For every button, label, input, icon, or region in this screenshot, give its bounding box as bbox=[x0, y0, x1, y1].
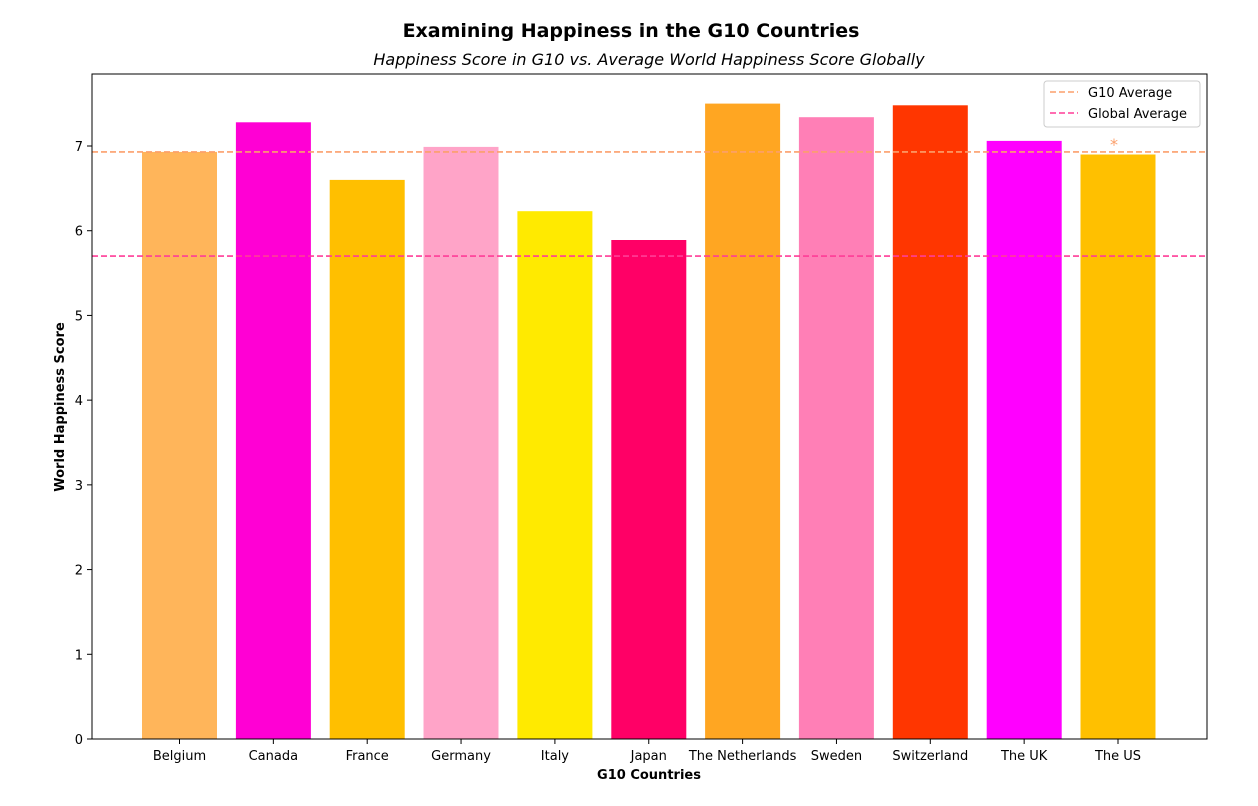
y-tick-label: 1 bbox=[75, 648, 83, 663]
bar-the-uk bbox=[986, 140, 1062, 739]
x-tick-label: Japan bbox=[630, 749, 667, 764]
y-tick-label: 3 bbox=[75, 479, 83, 494]
legend-box bbox=[1043, 80, 1201, 128]
bar-sweden bbox=[798, 117, 874, 739]
chart-subtitle: Happiness Score in G10 vs. Average World… bbox=[373, 50, 925, 69]
bar-belgium bbox=[142, 151, 217, 739]
chart-title: Examining Happiness in the G10 Countries bbox=[403, 20, 860, 42]
x-tick-label: The UK bbox=[1000, 749, 1048, 764]
x-axis: Belgium Canada France Germany Italy Japan The … bbox=[153, 739, 1141, 764]
x-tick-label: The US bbox=[1094, 749, 1141, 764]
bar-switzerland bbox=[892, 105, 968, 740]
y-axis-label: World Happiness Score bbox=[53, 322, 68, 492]
y-tick-label: 2 bbox=[75, 564, 83, 579]
bar-the-us bbox=[1080, 154, 1156, 739]
x-tick-label: The Netherlands bbox=[688, 749, 797, 764]
legend-label: Global Average bbox=[1088, 107, 1187, 122]
annotation-marker: * bbox=[1110, 135, 1118, 154]
x-tick-label: Italy bbox=[541, 749, 570, 764]
plot-frame bbox=[91, 73, 1208, 740]
x-axis-label: G10 Countries bbox=[597, 768, 701, 783]
y-tick-label: 0 bbox=[75, 733, 83, 748]
x-tick-label: Canada bbox=[249, 749, 298, 764]
x-tick-label: Sweden bbox=[811, 749, 862, 764]
x-tick-label: Belgium bbox=[153, 749, 206, 764]
x-tick-label: France bbox=[346, 749, 389, 764]
bar-canada bbox=[235, 122, 311, 740]
bar-france bbox=[329, 179, 405, 739]
bar-italy bbox=[517, 211, 593, 739]
x-tick-label: Switzerland bbox=[892, 749, 968, 764]
legend-label: G10 Average bbox=[1088, 86, 1172, 101]
annotations-layer: * bbox=[1110, 135, 1118, 154]
bars-layer bbox=[142, 103, 1156, 740]
y-tick-label: 4 bbox=[75, 394, 83, 409]
bar-the-netherlands bbox=[705, 103, 781, 740]
legend: G10 Average Global Average bbox=[1043, 80, 1201, 128]
x-tick-label: Germany bbox=[431, 749, 491, 764]
y-tick-label: 7 bbox=[75, 140, 83, 155]
y-axis: 0 1 2 3 4 5 6 7 bbox=[75, 140, 92, 748]
bar-japan bbox=[611, 240, 687, 739]
y-tick-label: 6 bbox=[75, 225, 83, 240]
bar-germany bbox=[423, 146, 499, 739]
y-tick-label: 5 bbox=[75, 309, 83, 324]
reference-lines-layer bbox=[92, 151, 1207, 257]
